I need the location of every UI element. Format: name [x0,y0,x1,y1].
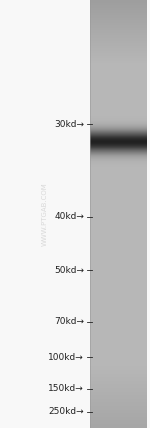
Text: WWW.PTGAB.COM: WWW.PTGAB.COM [42,182,48,246]
Text: 70kd→: 70kd→ [54,317,84,327]
Text: 100kd→: 100kd→ [48,353,84,362]
Text: 30kd→: 30kd→ [54,119,84,129]
Text: 250kd→: 250kd→ [48,407,84,416]
Text: 40kd→: 40kd→ [54,212,84,222]
Text: 150kd→: 150kd→ [48,384,84,393]
Text: 50kd→: 50kd→ [54,266,84,275]
